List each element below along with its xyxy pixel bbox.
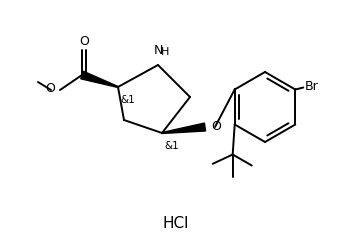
- Text: &1: &1: [164, 141, 179, 151]
- Text: &1: &1: [120, 95, 135, 105]
- Polygon shape: [81, 71, 118, 87]
- Polygon shape: [162, 123, 206, 134]
- Text: HCl: HCl: [163, 216, 189, 231]
- Text: O: O: [211, 120, 221, 133]
- Text: O: O: [45, 83, 55, 96]
- Text: O: O: [79, 35, 89, 48]
- Text: H: H: [161, 47, 169, 57]
- Text: Br: Br: [304, 80, 318, 93]
- Text: N: N: [153, 44, 163, 57]
